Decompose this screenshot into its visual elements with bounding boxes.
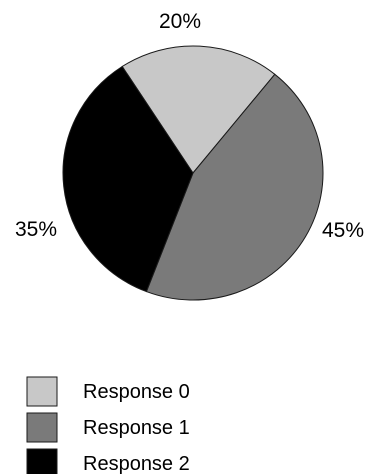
pie-slices: [62, 45, 324, 301]
legend-label-response-2: Response 2: [83, 453, 190, 474]
legend-swatch-response-2: [26, 448, 58, 474]
legend-label-response-1: Response 1: [83, 417, 190, 439]
legend: Response 0 Response 1 Response 2: [26, 376, 190, 474]
pie-slice-response-2: [62, 65, 194, 293]
slice-label-response-1: 45%: [322, 219, 364, 242]
legend-swatch-response-1: [26, 412, 58, 443]
pie-slice-response-1: [145, 73, 324, 301]
pie-labels: 20% 45% 35%: [15, 10, 364, 242]
slice-label-response-0: 20%: [159, 10, 201, 33]
legend-swatch-response-0: [26, 376, 58, 407]
slice-label-response-2: 35%: [15, 218, 57, 241]
pie-slice-response-0: [121, 45, 276, 174]
legend-label-response-0: Response 0: [83, 381, 190, 403]
